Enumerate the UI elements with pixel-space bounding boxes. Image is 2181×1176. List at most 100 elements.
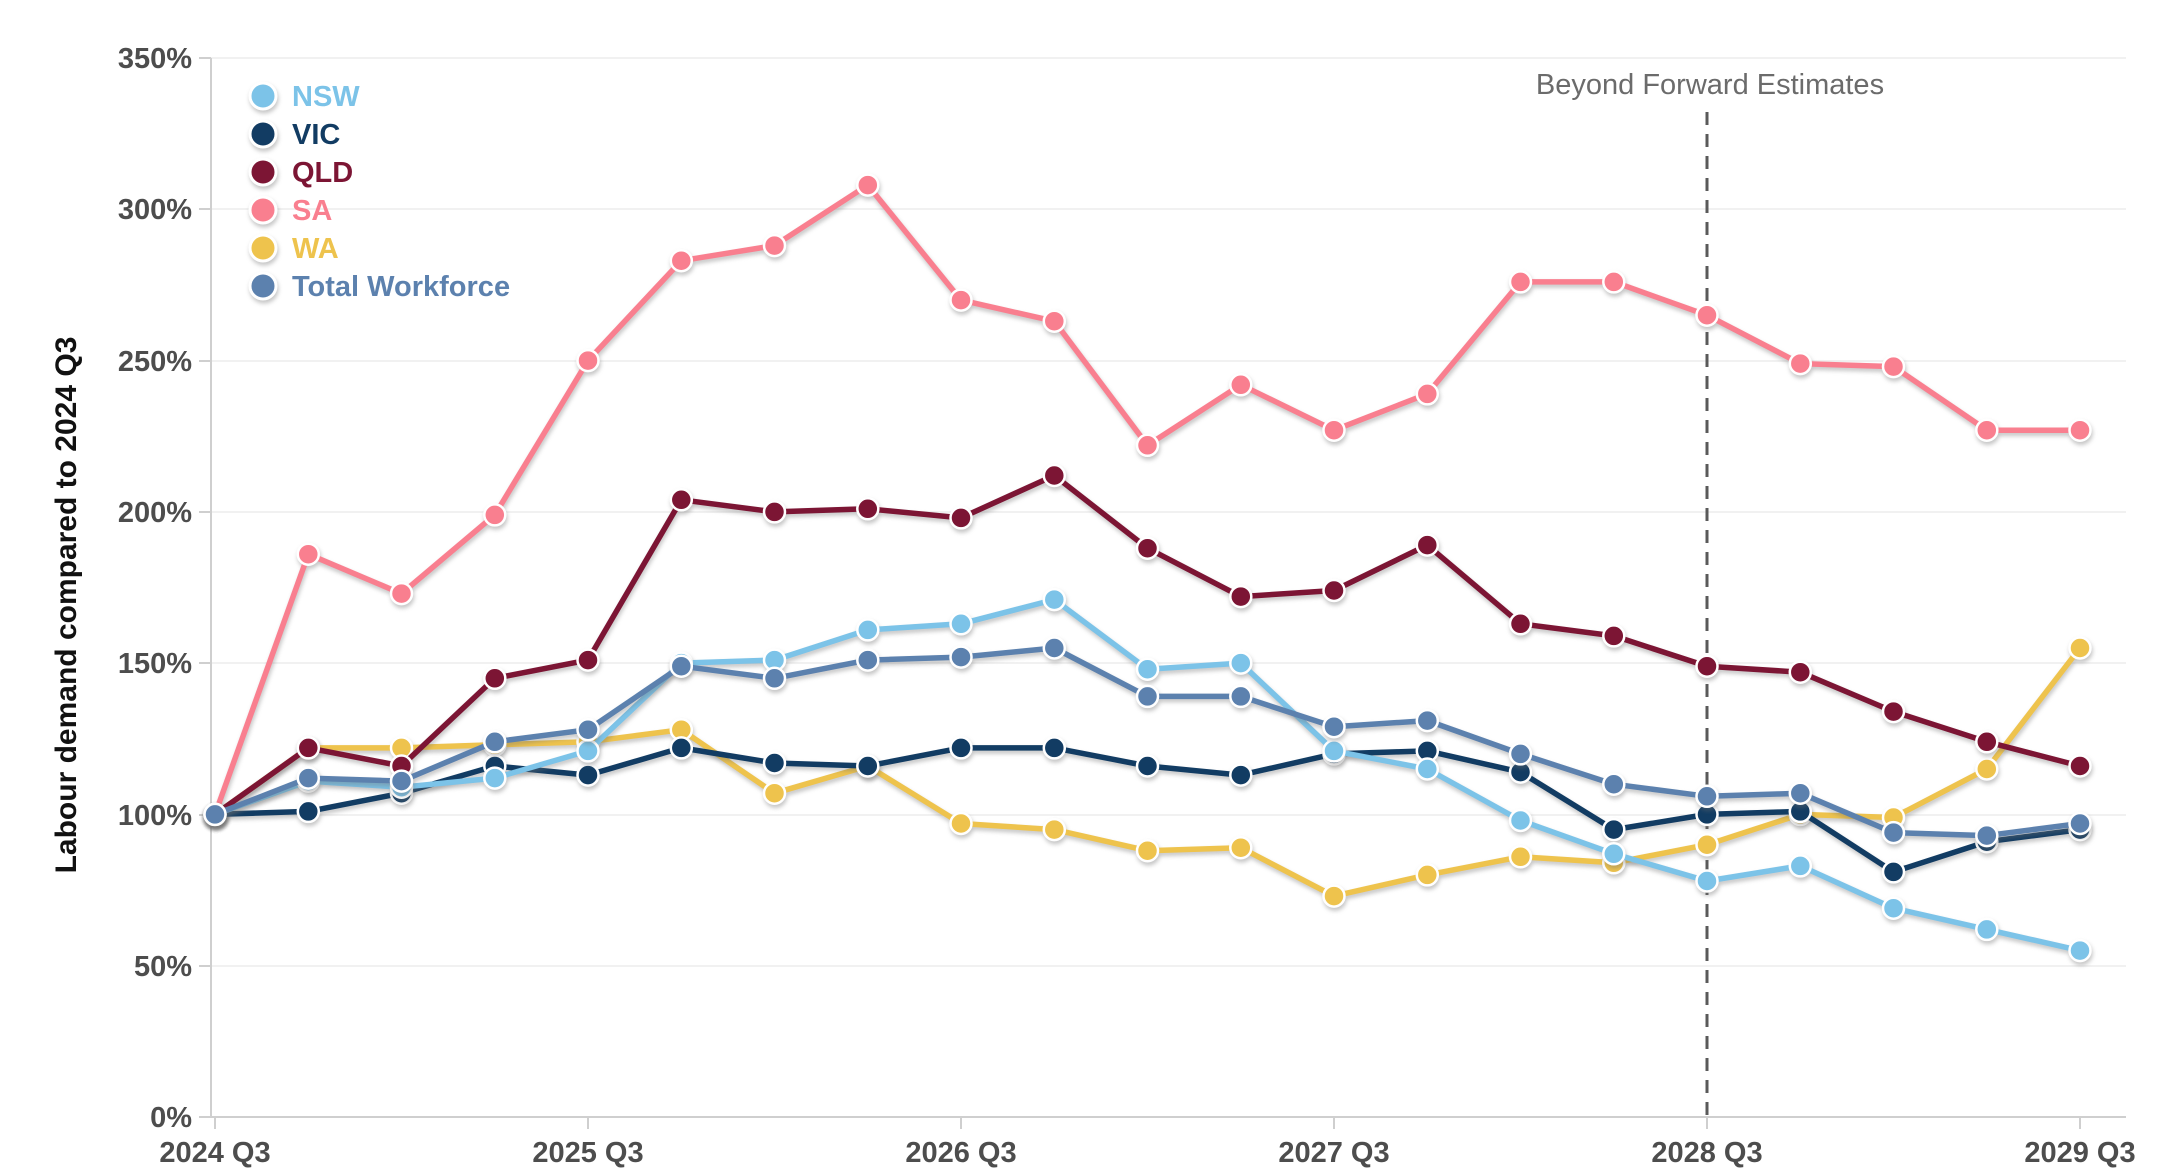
data-point-total-workforce-2027q4: [1415, 708, 1440, 733]
x-axis-labels: 2024 Q3 2025 Q3 2026 Q3 2027 Q3 2028 Q3 …: [159, 1137, 2135, 1169]
vic-swatch-icon: [248, 119, 278, 149]
data-point-sa-2026q4: [1042, 309, 1067, 333]
data-point-sa-2028q2: [1602, 270, 1626, 294]
data-point-nsw-2025q2: [483, 766, 507, 790]
series-total-workforce: [203, 636, 2092, 848]
data-point-total-workforce-2027q3: [1322, 714, 1346, 739]
data-point-qld-2027q4: [1415, 533, 1440, 557]
y-tick-150: 150%: [118, 648, 192, 680]
data-point-wa-2027q2: [1229, 835, 1253, 860]
data-point-qld-2025q2: [483, 666, 507, 691]
data-point-total-workforce-2025q3: [576, 717, 600, 742]
x-tick-2028q3: 2028 Q3: [1651, 1137, 1762, 1169]
data-point-vic-2027q1: [1135, 754, 1160, 778]
y-tick-250: 250%: [118, 346, 192, 378]
data-point-sa-2027q3: [1322, 418, 1346, 442]
data-point-sa-2026q1: [762, 233, 787, 258]
data-point-qld-2028q1: [1508, 612, 1533, 636]
data-point-wa-2027q3: [1322, 884, 1346, 908]
data-point-wa-2029q3: [2068, 636, 2092, 660]
data-point-qld-2027q1: [1135, 536, 1160, 560]
legend-item-nsw: NSW: [248, 81, 360, 113]
data-point-qld-2026q3: [949, 506, 973, 530]
data-point-total-workforce-2029q3: [2068, 811, 2092, 836]
data-point-vic-2025q3: [576, 763, 600, 787]
data-point-wa-2027q4: [1415, 863, 1440, 887]
data-point-nsw-2029q3: [2068, 938, 2092, 963]
legend-item-wa: WA: [248, 233, 339, 265]
y-axis-title: Labour demand compared to 2024 Q3: [50, 337, 83, 874]
data-point-qld-2028q3: [1695, 654, 1719, 678]
data-point-total-workforce-2029q1: [1881, 820, 1906, 845]
data-point-qld-2025q3: [576, 648, 600, 672]
data-point-total-workforce-2028q1: [1508, 742, 1533, 766]
legend-label-qld: QLD: [292, 157, 353, 189]
x-tick-2024q3: 2024 Q3: [159, 1137, 270, 1169]
data-point-total-workforce-2024q4: [296, 766, 321, 790]
data-point-qld-2027q3: [1322, 578, 1346, 603]
y-axis-labels: 350% 300% 250% 200% 150% 100% 50% 0%: [118, 43, 192, 1134]
data-point-wa-2027q1: [1135, 838, 1160, 863]
data-point-vic-2025q4: [669, 736, 694, 760]
legend-label-wa: WA: [292, 233, 339, 265]
data-point-sa-2025q4: [669, 248, 694, 273]
data-point-sa-2029q1: [1881, 354, 1906, 379]
data-point-qld-2029q1: [1881, 699, 1906, 724]
total-workforce-swatch-icon: [248, 271, 278, 301]
data-point-total-workforce-2026q4: [1042, 636, 1067, 660]
data-point-sa-2025q3: [576, 348, 600, 373]
data-point-nsw-2028q3: [1695, 869, 1719, 893]
data-point-wa-2026q1: [762, 781, 787, 805]
data-point-sa-2028q3: [1695, 303, 1719, 327]
sa-swatch-icon: [248, 195, 278, 225]
data-point-nsw-2027q2: [1229, 651, 1253, 675]
data-point-total-workforce-2029q2: [1975, 823, 1999, 848]
x-tick-2026q3: 2026 Q3: [905, 1137, 1016, 1169]
data-point-qld-2029q3: [2068, 754, 2092, 778]
data-point-qld-2029q2: [1975, 730, 1999, 754]
legend-label-sa: SA: [292, 195, 332, 227]
data-point-sa-2029q3: [2068, 418, 2092, 442]
series-qld: [203, 463, 2092, 827]
legend-label-nsw: NSW: [292, 81, 360, 113]
data-point-total-workforce-2025q1: [389, 769, 414, 793]
data-point-nsw-2029q2: [1975, 917, 1999, 942]
data-point-qld-2027q2: [1229, 584, 1253, 609]
data-point-nsw-2027q4: [1415, 757, 1440, 781]
data-point-nsw-2026q4: [1042, 587, 1067, 612]
data-point-sa-2029q2: [1975, 418, 1999, 442]
data-point-total-workforce-2027q2: [1229, 684, 1253, 709]
legend-item-qld: QLD: [248, 157, 353, 189]
x-axis-ticks: [214, 1117, 2081, 1129]
data-point-nsw-2029q1: [1881, 896, 1906, 920]
data-point-wa-2029q2: [1975, 757, 1999, 781]
data-point-wa-2026q3: [949, 811, 973, 836]
data-point-nsw-2025q3: [576, 739, 600, 763]
legend-item-vic: VIC: [248, 119, 340, 151]
x-tick-2025q3: 2025 Q3: [532, 1137, 643, 1169]
y-tick-300: 300%: [118, 194, 192, 226]
qld-swatch-icon: [248, 157, 278, 187]
data-point-vic-2024q4: [296, 799, 321, 824]
legend-label-vic: VIC: [292, 119, 340, 151]
data-point-sa-2027q2: [1229, 373, 1253, 397]
data-point-qld-2024q4: [296, 736, 321, 760]
wa-swatch-icon: [248, 233, 278, 263]
data-point-qld-2028q4: [1788, 660, 1813, 684]
data-point-qld-2026q2: [856, 497, 880, 521]
data-point-total-workforce-2024q3: [203, 802, 227, 827]
y-axis-ticks: [199, 57, 211, 1118]
y-tick-100: 100%: [118, 800, 192, 832]
data-point-total-workforce-2027q1: [1135, 684, 1160, 709]
data-point-nsw-2028q4: [1788, 854, 1813, 878]
forecast-annotation-label: Beyond Forward Estimates: [1536, 69, 1884, 101]
data-point-total-workforce-2026q1: [762, 666, 787, 691]
data-point-nsw-2028q1: [1508, 808, 1533, 833]
series-layer: [203, 173, 2092, 963]
data-point-total-workforce-2028q2: [1602, 772, 1626, 796]
legend-item-total-workforce: Total Workforce: [248, 271, 510, 303]
data-point-sa-2024q4: [296, 542, 321, 566]
data-point-nsw-2026q3: [949, 612, 973, 636]
data-point-vic-2026q3: [949, 736, 973, 760]
